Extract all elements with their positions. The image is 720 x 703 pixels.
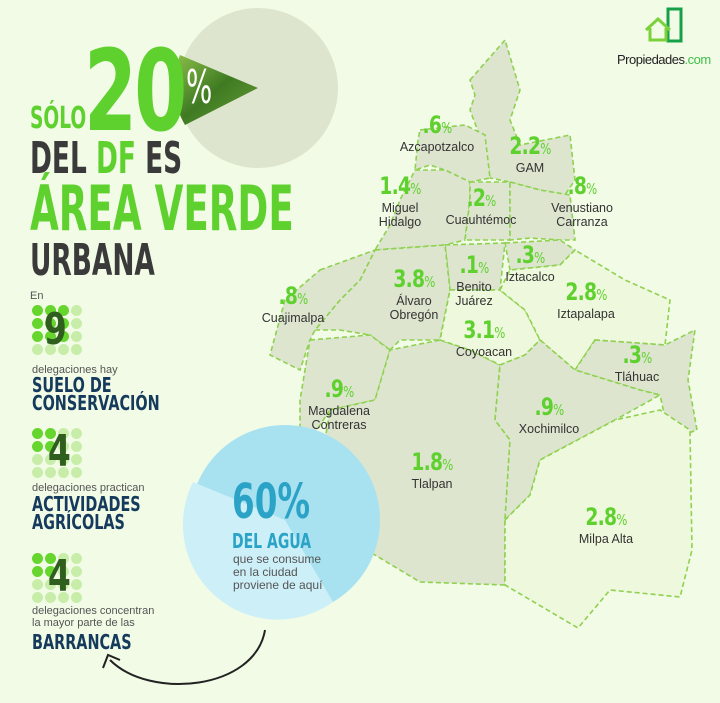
region-cuajimalpa[interactable] [269, 248, 377, 372]
label-cuauhtemoc: .2% Cuauhtémoc [445, 184, 517, 227]
label-cuajimalpa: .8% Cuajimalpa [261, 282, 325, 325]
region-iztapalapa[interactable] [498, 248, 671, 372]
label-azcapotzalco: .6% Azcapotzalco [399, 111, 475, 154]
label-tlalpan: 1.8% Tlalpan [411, 448, 453, 491]
dot-grid-9 [32, 305, 82, 355]
fact-text: delegaciones hay [32, 364, 118, 376]
headline-del: DEL [30, 133, 87, 184]
fact-number: 9 [43, 304, 67, 355]
fact-number: 4 [47, 551, 71, 602]
headline-area-verde: ÁREA VERDE [30, 172, 294, 245]
fact-highlight: SUELO DE CONSERVACIÓN [32, 373, 160, 415]
label-gam: 2.2% GAM [509, 132, 551, 175]
label-miguel-hidalgo: 1.4% Miguel Hidalgo [378, 172, 422, 229]
water-title: DEL AGUA [232, 529, 312, 553]
grass-slice [174, 55, 258, 125]
water-pie [182, 425, 380, 620]
label-benito-juarez: .1% Benito Juárez [455, 251, 493, 308]
fact-intro: En [30, 290, 44, 302]
fact-highlight: BARRANCAS [32, 630, 132, 654]
logo[interactable]: Propiedades.com [617, 52, 711, 67]
label-venustiano-carranza: .8% Venustiano Carranza [551, 172, 613, 229]
label-tlahuac: .3% Tláhuac [614, 341, 660, 384]
label-magdalena-contreras: .9% Magdalena Contreras [308, 375, 370, 432]
headline-df: DF [95, 133, 136, 184]
headline-percent-sign: % [186, 60, 213, 114]
fact-text: delegaciones practican [32, 482, 145, 494]
label-iztapalapa: 2.8% Iztapalapa [557, 278, 615, 321]
logo-brand: Propiedades [617, 52, 685, 67]
curved-arrow-icon [109, 629, 266, 685]
logo-suffix: .com [684, 52, 712, 67]
headline-es: ES [145, 133, 183, 184]
label-iztacalco: .3% Iztacalco [505, 241, 555, 284]
headline-solo: SÓLO [30, 101, 87, 136]
arrowhead-icon [102, 653, 121, 669]
dot-grid-4 [32, 428, 82, 478]
label-coyoacan: 3.1% Coyoacan [455, 316, 513, 359]
water-percent: 60% [232, 474, 311, 530]
dot-grid-4 [32, 553, 82, 603]
headline-del-df-es: DEL DF ES [30, 137, 284, 181]
label-xochimilco: .9% Xochimilco [518, 393, 580, 436]
headline-urbana: URBANA [30, 235, 155, 286]
region-venustiano-carranza[interactable] [509, 180, 576, 241]
house-logo-icon [644, 7, 683, 43]
label-milpa-alta: 2.8% Milpa Alta [578, 503, 634, 546]
region-milpa-alta[interactable] [504, 409, 693, 630]
region-miguel-hidalgo[interactable] [373, 169, 471, 251]
headline-percent-value: 20 [84, 27, 187, 157]
fact-number: 4 [47, 426, 71, 477]
water-text: que se consume en la ciudad proviene de … [233, 552, 323, 592]
fact-highlight: ACTIVIDADES AGRÍCOLAS [32, 492, 141, 534]
region-gam[interactable] [469, 38, 576, 196]
label-alvaro-obregon: 3.8% Álvaro Obregón [389, 265, 439, 322]
df-map [269, 38, 698, 630]
region-cuauhtemoc[interactable] [464, 181, 511, 241]
fact-text: delegaciones concentran la mayor parte d… [32, 605, 155, 629]
